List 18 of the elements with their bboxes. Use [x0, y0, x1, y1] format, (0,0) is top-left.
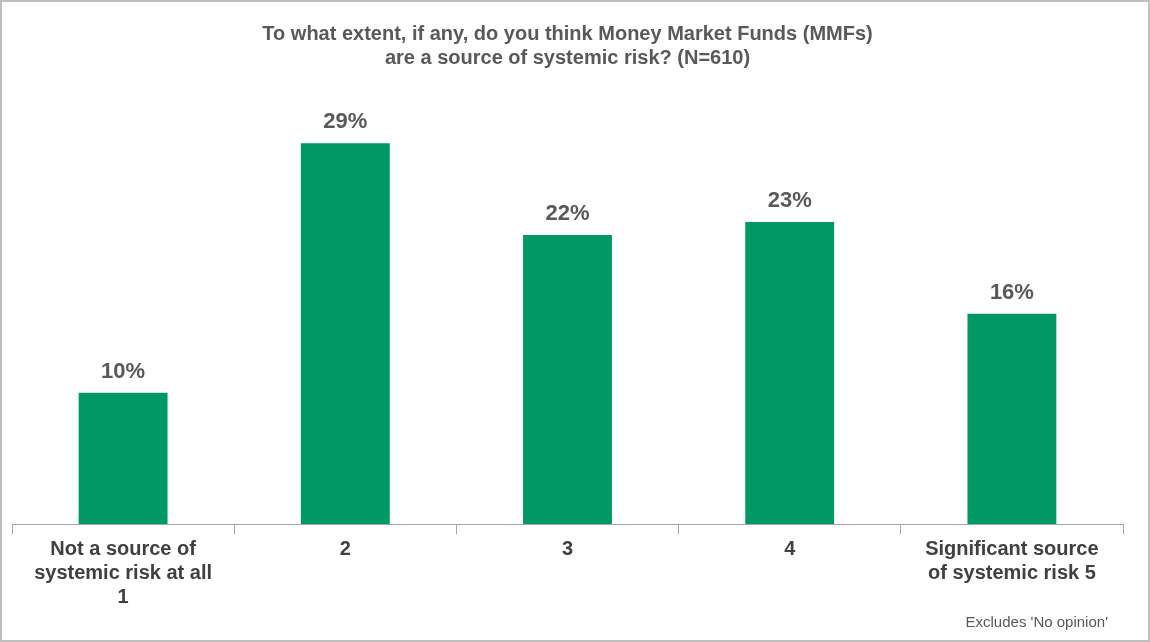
bar: [967, 313, 1057, 524]
bar: [78, 392, 168, 524]
data-label: 10%: [101, 357, 146, 383]
x-tick-label: Not a source of systemic risk at all 1: [34, 536, 213, 607]
x-tick-label: 2: [339, 536, 351, 559]
x-tick-label: 3: [561, 536, 574, 559]
text: To what extent, if any, do you think Money Market Funds (MMFs): [262, 21, 873, 44]
data-label: 16%: [989, 278, 1034, 304]
bar: [745, 221, 835, 524]
text: are a source of systemic risk? (N=610): [384, 45, 751, 68]
bar: [300, 143, 390, 524]
data-label: 29%: [323, 108, 368, 134]
x-tick-label: 4: [784, 536, 797, 559]
x-tick-label: Significant source of systemic risk 5: [925, 536, 1099, 583]
data-label: 23%: [767, 187, 812, 212]
text: Excludes 'No opinion': [965, 613, 1108, 630]
bar: [523, 235, 612, 524]
data-label: 22%: [545, 200, 590, 226]
